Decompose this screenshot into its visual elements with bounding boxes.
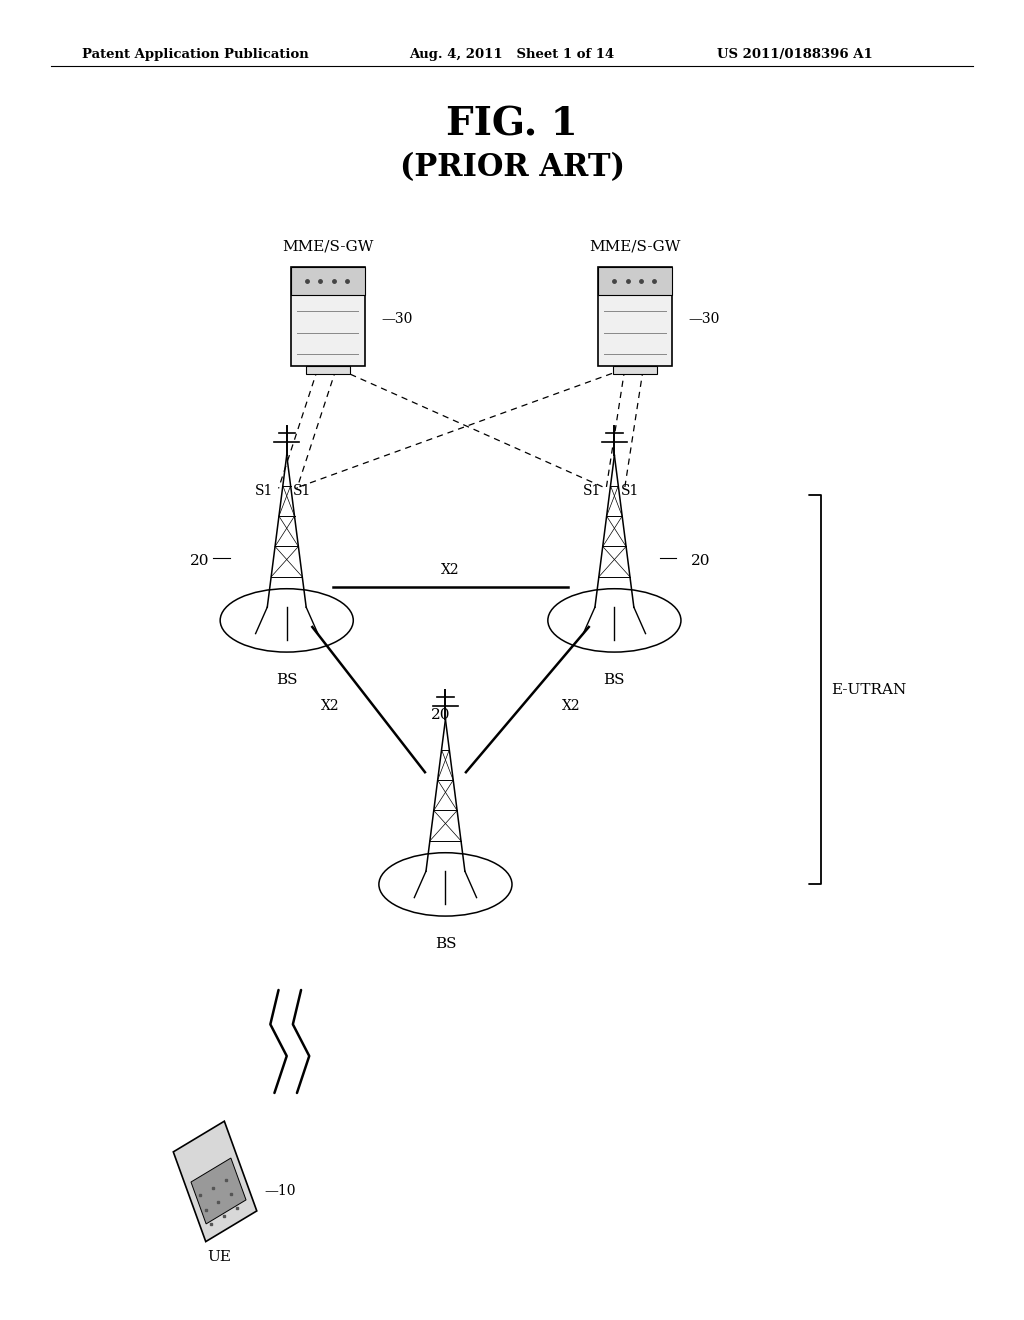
Text: BS: BS: [435, 937, 456, 952]
Text: S1: S1: [255, 483, 273, 498]
Text: E-UTRAN: E-UTRAN: [831, 682, 906, 697]
Text: —30: —30: [381, 313, 413, 326]
Text: —10: —10: [264, 1184, 296, 1197]
Text: 20: 20: [430, 708, 451, 722]
Polygon shape: [190, 1158, 246, 1224]
Bar: [305, 366, 350, 375]
Text: S1: S1: [583, 483, 601, 498]
Text: MME/S-GW: MME/S-GW: [589, 239, 681, 253]
Text: 20: 20: [691, 554, 711, 568]
Text: Patent Application Publication: Patent Application Publication: [82, 48, 308, 61]
Text: X2: X2: [441, 562, 460, 577]
Text: BS: BS: [604, 673, 625, 688]
Text: MME/S-GW: MME/S-GW: [282, 239, 374, 253]
Text: US 2011/0188396 A1: US 2011/0188396 A1: [717, 48, 872, 61]
Text: —30: —30: [688, 313, 720, 326]
Text: S1: S1: [621, 483, 639, 498]
Text: BS: BS: [276, 673, 297, 688]
Bar: [598, 267, 672, 366]
Text: S1: S1: [293, 483, 311, 498]
Bar: [291, 267, 365, 296]
Polygon shape: [173, 1121, 257, 1242]
Text: 20: 20: [190, 554, 210, 568]
Text: Aug. 4, 2011   Sheet 1 of 14: Aug. 4, 2011 Sheet 1 of 14: [410, 48, 614, 61]
Text: UE: UE: [207, 1250, 231, 1265]
Text: X2: X2: [561, 700, 581, 713]
Text: (PRIOR ART): (PRIOR ART): [399, 152, 625, 182]
Text: X2: X2: [321, 700, 340, 713]
Text: FIG. 1: FIG. 1: [446, 106, 578, 144]
Bar: [291, 267, 365, 366]
Bar: [598, 267, 672, 296]
Bar: [612, 366, 657, 375]
